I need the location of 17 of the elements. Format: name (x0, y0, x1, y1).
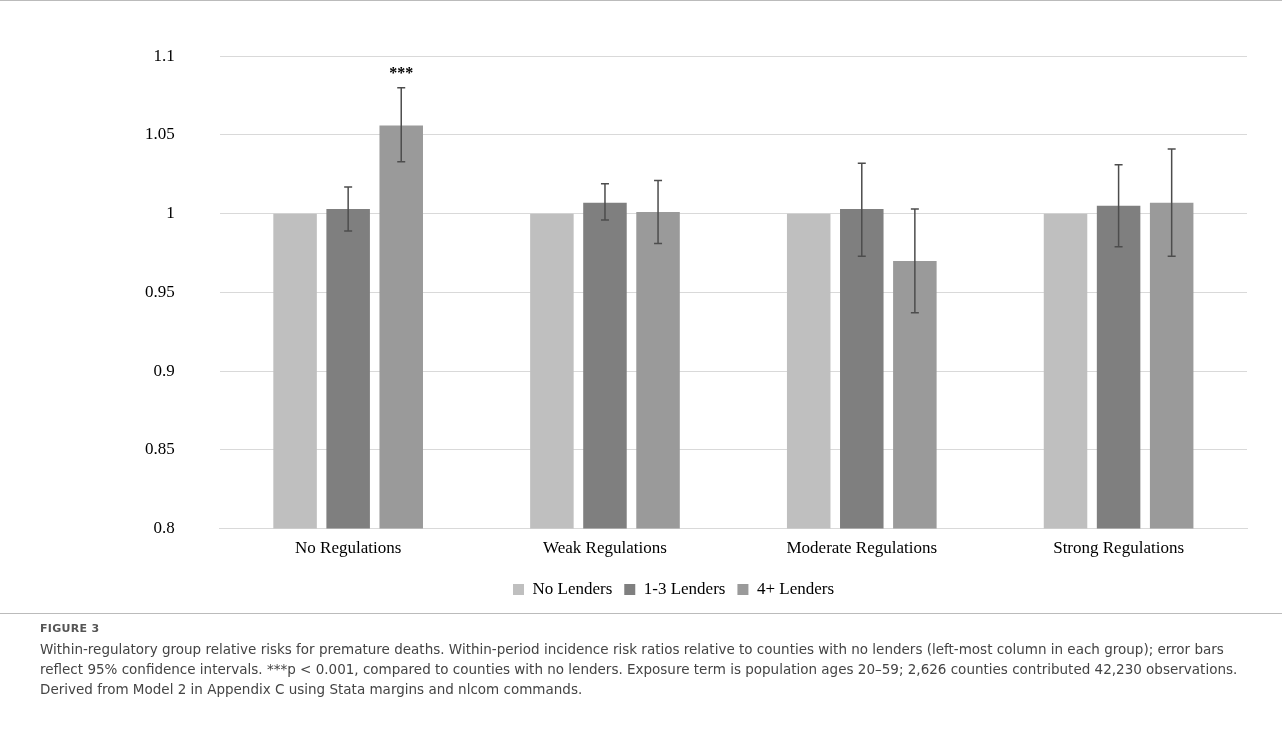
y-tick-label: 1.1 (153, 45, 175, 65)
y-tick-label: 1 (166, 203, 175, 223)
legend-label: 1-3 Lenders (643, 578, 726, 598)
text: Within-regulatory group relative risks for premature deaths. Within-period incidence risk ratios relative to counties with no lenders (left-most column in each group); error bars reflect 95% confidence intervals. ***p < 0.001, compared to counties with no lenders. Exposure term is population ages 20–59; 2,626 counties contributed 42,230 observations. Derived from Model 2 in Appendix C using Stata margins and nlcom commands. (40, 640, 1239, 699)
x-tick-label: Strong Regulations (1053, 538, 1184, 558)
y-tick-label: 0.8 (153, 518, 175, 538)
y-tick-label: 0.85 (145, 439, 175, 459)
x-tick-label: Moderate Regulations (786, 538, 938, 558)
x-tick-label: Weak Regulations (543, 538, 667, 558)
x-tick-label: No Regulations (295, 538, 402, 558)
y-tick-label: 0.9 (153, 360, 175, 380)
legend-label: No Lenders (532, 578, 613, 598)
legend-label: 4+ Lenders (756, 578, 835, 598)
caption: FIGURE 3 (40, 621, 101, 637)
y-tick-label: 0.95 (145, 281, 175, 301)
y-tick-label: 1.05 (145, 124, 175, 144)
annotation: *** (389, 63, 414, 81)
